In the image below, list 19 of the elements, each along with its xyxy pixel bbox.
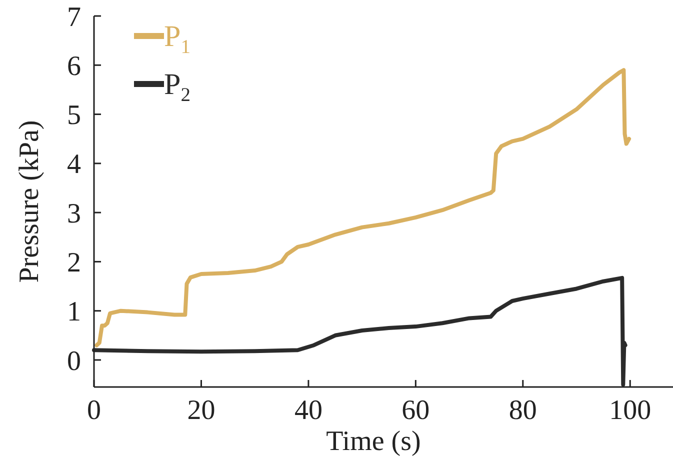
x-tick-label: 0 (87, 395, 101, 426)
x-tick-label: 80 (508, 395, 537, 426)
y-tick-label: 1 (67, 296, 81, 328)
x-axis-title: Time (s) (326, 426, 421, 457)
legend-label: P$_{2}$ (164, 68, 190, 106)
x-tick-label: 40 (294, 395, 322, 426)
y-tick-label: 2 (67, 247, 81, 278)
y-tick-label: 5 (67, 100, 81, 132)
y-axis-title: Pressure (kPa) (14, 120, 45, 283)
x-tick-label: 20 (187, 395, 216, 426)
x-tick-label: 100 (609, 395, 652, 426)
y-tick-label: 0 (67, 346, 81, 377)
x-tick-label: 60 (402, 395, 430, 426)
legend-label: P$_{1}$ (164, 20, 190, 58)
line-series (94, 68, 632, 348)
y-tick-label: 3 (67, 198, 81, 230)
y-tick-label: 6 (67, 50, 81, 82)
y-tick-label: 4 (67, 149, 81, 180)
y-tick-label: 7 (67, 2, 81, 33)
